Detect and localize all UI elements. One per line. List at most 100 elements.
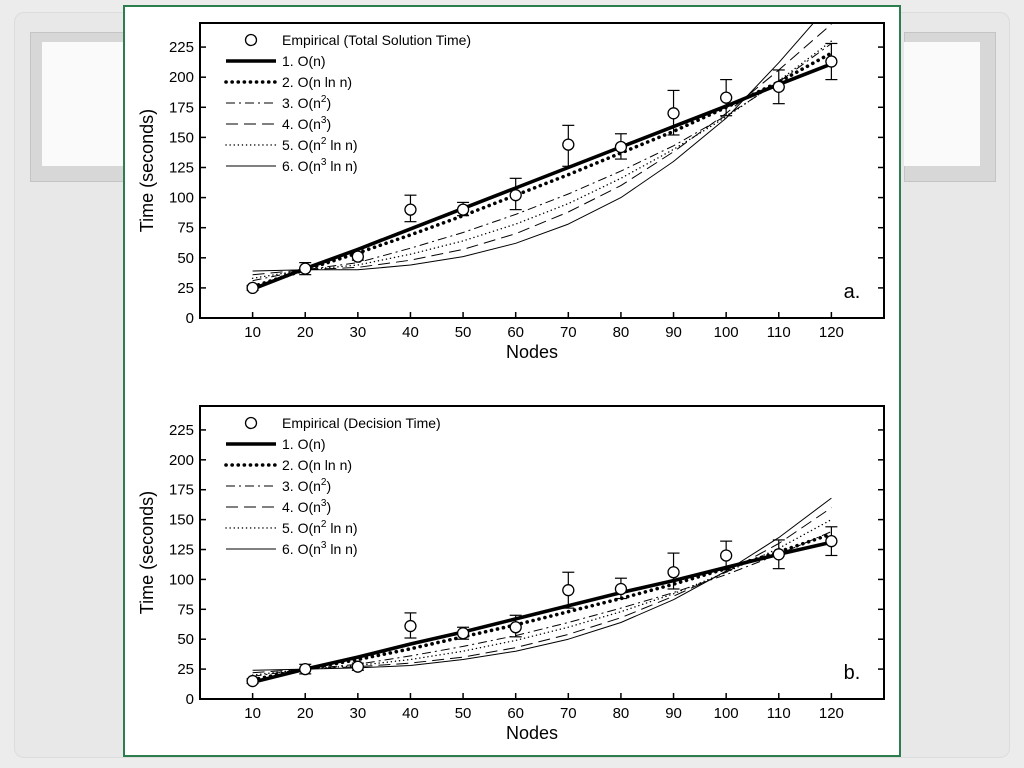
legend-label-6: 6. O(n3 ln n) bbox=[282, 540, 358, 557]
legend-label-4: 4. O(n3) bbox=[282, 115, 331, 132]
empirical-point bbox=[299, 262, 312, 275]
panel-label: b. bbox=[844, 662, 861, 684]
y-tick-label: 175 bbox=[169, 482, 194, 499]
x-tick-label: 60 bbox=[507, 324, 524, 341]
legend-label-text-tail: ) bbox=[326, 116, 331, 132]
panel-label: a. bbox=[844, 281, 861, 303]
x-tick-label: 90 bbox=[665, 324, 682, 341]
legend-label-4: 4. O(n3) bbox=[282, 498, 331, 515]
legend-label-superscript: 2 bbox=[321, 519, 327, 530]
y-tick-label: 150 bbox=[169, 129, 194, 146]
y-tick-label: 200 bbox=[169, 452, 194, 469]
empirical-point bbox=[456, 203, 470, 216]
x-tick-label: 90 bbox=[665, 705, 682, 722]
empirical-point bbox=[509, 189, 522, 202]
x-tick-label: 100 bbox=[714, 324, 739, 341]
series-line-1 bbox=[251, 62, 833, 291]
series-line-5 bbox=[251, 40, 833, 279]
y-tick-label: 125 bbox=[169, 542, 194, 559]
legend-label-2: 2. O(n ln n) bbox=[282, 74, 352, 90]
y-tick-label: 225 bbox=[169, 39, 194, 56]
empirical-point bbox=[667, 107, 680, 120]
series-lines bbox=[250, 497, 834, 685]
x-tick-label: 20 bbox=[297, 705, 314, 722]
legend-label-text: 6. O(n bbox=[282, 541, 321, 557]
chart-panel-b: 0 25 50 75 100 125 150 175 200 225 10 20 30 40 50 60 70 8… bbox=[137, 405, 885, 743]
legend-label-text-tail: ln n) bbox=[326, 158, 357, 174]
y-tick-label: 0 bbox=[186, 691, 194, 708]
legend-label-text-tail: ) bbox=[326, 95, 331, 111]
x-axis-label: Nodes bbox=[506, 342, 558, 362]
legend-marker-empirical bbox=[244, 33, 258, 47]
legend-label-text: 5. O(n bbox=[282, 520, 321, 536]
x-tick-label: 110 bbox=[767, 324, 791, 341]
y-tick-label: 0 bbox=[186, 310, 194, 327]
series-lines bbox=[250, 23, 834, 291]
empirical-point bbox=[351, 250, 364, 263]
y-tick-label: 50 bbox=[177, 631, 194, 648]
x-tick-label: 120 bbox=[819, 324, 844, 341]
empirical-point bbox=[509, 621, 522, 634]
x-tick-label: 110 bbox=[767, 705, 791, 722]
legend-label-text: 4. O(n bbox=[282, 116, 321, 132]
legend-label-1: 1. O(n) bbox=[282, 436, 326, 452]
legend-label-text: 2. O(n ln n) bbox=[282, 74, 352, 90]
x-tick-label: 40 bbox=[402, 324, 419, 341]
empirical-point bbox=[246, 281, 259, 295]
legend-label-3: 3. O(n2) bbox=[282, 477, 331, 494]
x-tick-label: 80 bbox=[613, 705, 630, 722]
legend-label-superscript: 3 bbox=[321, 498, 327, 509]
x-tick-label: 10 bbox=[244, 324, 261, 341]
empirical-point bbox=[351, 660, 364, 673]
y-tick-label: 175 bbox=[169, 99, 194, 116]
y-tick-label: 25 bbox=[177, 661, 194, 678]
y-tick-label: 25 bbox=[177, 280, 194, 297]
empirical-point bbox=[825, 55, 838, 68]
x-tick-label: 30 bbox=[350, 705, 367, 722]
legend-label-1: 1. O(n) bbox=[282, 53, 326, 69]
series-line-4 bbox=[252, 507, 832, 674]
x-tick-label: 120 bbox=[819, 705, 844, 722]
y-tick-label: 75 bbox=[177, 601, 194, 618]
empirical-point bbox=[404, 203, 417, 216]
empirical-point bbox=[667, 566, 680, 579]
x-axis-label: Nodes bbox=[506, 723, 558, 743]
legend-label-5: 5. O(n2 ln n) bbox=[282, 136, 358, 153]
legend-label-empirical: Empirical (Total Solution Time) bbox=[282, 32, 471, 48]
x-tick-label: 50 bbox=[455, 705, 472, 722]
legend-label-empirical: Empirical (Decision Time) bbox=[282, 415, 441, 431]
slide-left-decoration-inner bbox=[42, 42, 126, 166]
legend-label-text-tail: ln n) bbox=[326, 520, 357, 536]
y-tick-label: 100 bbox=[169, 190, 194, 207]
y-tick-label: 125 bbox=[169, 159, 194, 176]
plot-frame bbox=[199, 22, 885, 319]
empirical-point bbox=[456, 627, 470, 640]
legend-label-text: 5. O(n bbox=[282, 137, 321, 153]
legend-label-text: 6. O(n bbox=[282, 158, 321, 174]
legend-label-text: 1. O(n) bbox=[282, 436, 326, 452]
legend-label-superscript: 3 bbox=[321, 115, 327, 126]
empirical-point bbox=[562, 584, 575, 597]
legend: Empirical (Total Solution Time) 1. O(n) 2.… bbox=[224, 32, 471, 174]
y-tick-label: 50 bbox=[177, 250, 194, 267]
x-tick-label: 10 bbox=[244, 705, 261, 722]
x-tick-label: 30 bbox=[350, 324, 367, 341]
series-line-3 bbox=[252, 43, 832, 282]
legend-label-2: 2. O(n ln n) bbox=[282, 457, 352, 473]
x-tick-label: 100 bbox=[714, 705, 739, 722]
x-tick-label: 70 bbox=[560, 324, 577, 341]
series-line-4 bbox=[252, 23, 832, 276]
legend-label-3: 3. O(n2) bbox=[282, 94, 331, 111]
chart-panel-a: 0 25 50 75 100 125 150 175 200 225 10 20 30 40 50 60 70 8… bbox=[137, 22, 885, 362]
y-tick-label: 100 bbox=[169, 571, 194, 588]
legend-label-text: 1. O(n) bbox=[282, 53, 326, 69]
legend-label-text: 4. O(n bbox=[282, 499, 321, 515]
legend-label-text-tail: ln n) bbox=[326, 541, 357, 557]
empirical-point bbox=[720, 549, 733, 562]
empirical-point bbox=[246, 674, 259, 688]
legend-label-text-tail: ln n) bbox=[326, 137, 357, 153]
empirical-point bbox=[720, 91, 733, 104]
series-line-6 bbox=[252, 23, 815, 272]
series-line-2 bbox=[250, 51, 834, 289]
empirical-point bbox=[772, 80, 785, 93]
